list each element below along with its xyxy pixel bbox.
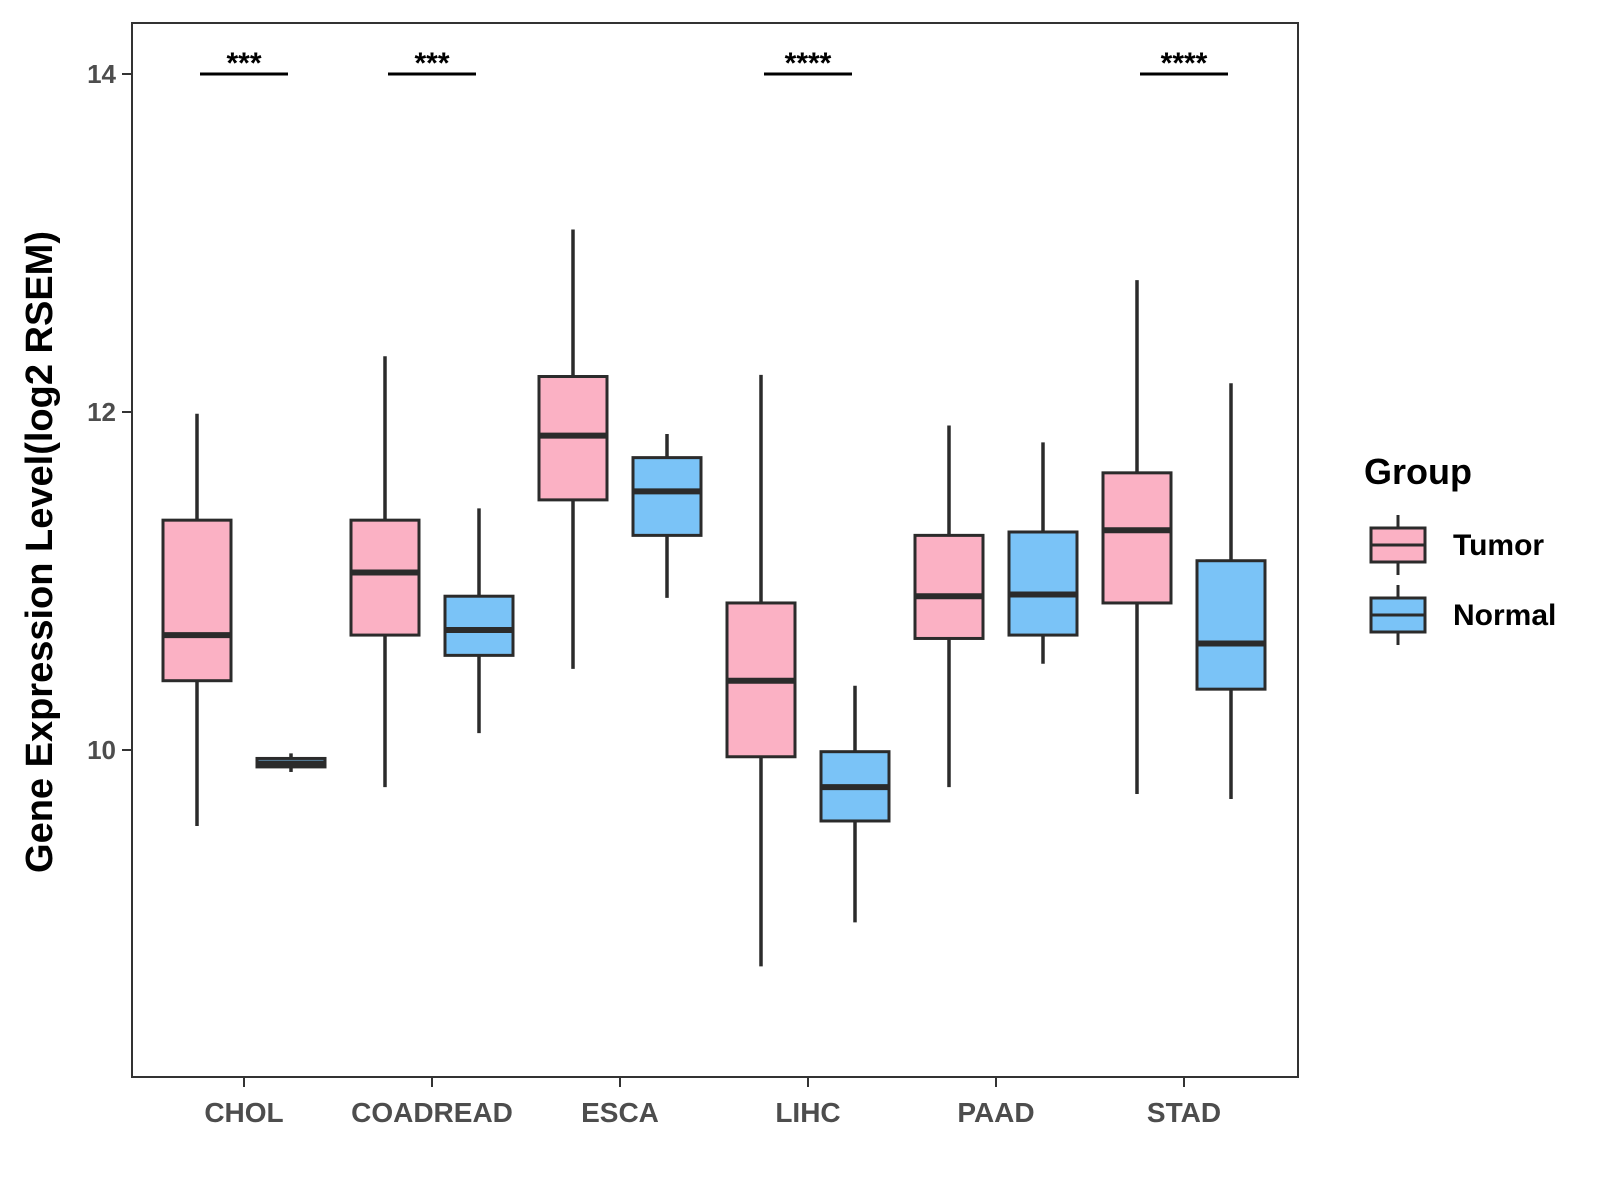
y-tick-label: 10 xyxy=(87,735,116,765)
box-normal-esca xyxy=(631,433,703,598)
box-normal-stad xyxy=(1195,383,1267,800)
box-body xyxy=(913,533,985,640)
y-axis-title: Gene Expression Level(log2 RSEM) xyxy=(19,231,61,873)
box-normal-paad xyxy=(1007,442,1079,664)
box-tumor-esca xyxy=(537,229,609,669)
x-tick-label: LIHC xyxy=(775,1097,840,1128)
box-body xyxy=(1195,559,1267,691)
legend-entry-normal: Normal xyxy=(1369,585,1556,645)
box-body xyxy=(1101,471,1173,605)
box-body xyxy=(443,594,515,657)
box-normal-lihc xyxy=(819,685,891,923)
panel-border xyxy=(131,22,1299,1078)
y-tick-label: 12 xyxy=(87,397,116,427)
legend-title: Group xyxy=(1364,451,1472,492)
significance-label: *** xyxy=(414,47,449,80)
significance-label: *** xyxy=(226,47,261,80)
significance-annotations: *** *** **** **** xyxy=(200,47,1228,80)
legend-entry-tumor: Tumor xyxy=(1369,515,1544,575)
y-tick-label: 14 xyxy=(87,59,116,89)
x-tick-label: PAAD xyxy=(957,1097,1034,1128)
x-tick-label: CHOL xyxy=(204,1097,283,1128)
box-tumor-lihc xyxy=(725,374,797,967)
box-tumor-chol xyxy=(161,413,233,827)
significance-lihc: **** xyxy=(764,47,852,80)
box-tumor-paad xyxy=(913,425,985,788)
legend-label: Tumor xyxy=(1453,529,1544,562)
x-axis: CHOL COADREAD ESCA LIHC PAAD STAD xyxy=(204,1077,1221,1128)
box-normal-chol xyxy=(255,753,327,772)
significance-label: **** xyxy=(785,47,832,80)
significance-stad: **** xyxy=(1140,47,1228,80)
legend: Group Tumor Normal xyxy=(1364,451,1556,645)
significance-coadread: *** xyxy=(388,47,476,80)
box-body xyxy=(349,518,421,637)
x-tick-label: COADREAD xyxy=(351,1097,513,1128)
box-tumor-coadread xyxy=(349,356,421,788)
significance-chol: *** xyxy=(200,47,288,80)
plot-area xyxy=(161,229,1267,967)
y-axis: 10 12 14 xyxy=(87,59,132,765)
x-tick-label: STAD xyxy=(1147,1097,1221,1128)
x-tick-label: ESCA xyxy=(581,1097,659,1128)
box-body xyxy=(1007,530,1079,637)
significance-label: **** xyxy=(1161,47,1208,80)
box-normal-coadread xyxy=(443,508,515,734)
box-tumor-stad xyxy=(1101,280,1173,794)
legend-label: Normal xyxy=(1453,599,1556,632)
box-body xyxy=(631,456,703,537)
box-body xyxy=(161,518,233,683)
